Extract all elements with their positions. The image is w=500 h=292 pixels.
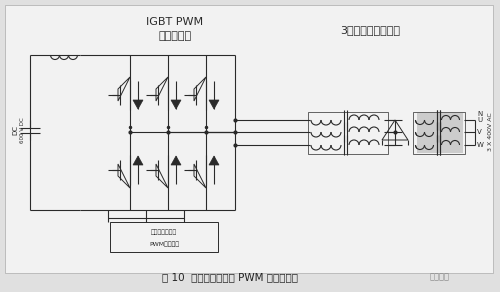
- Bar: [417, 113, 463, 153]
- Text: 直接变换器: 直接变换器: [158, 31, 192, 41]
- Text: PWM调制电路: PWM调制电路: [149, 241, 179, 247]
- Bar: [308, 112, 388, 154]
- Text: V: V: [477, 129, 482, 135]
- Polygon shape: [133, 100, 143, 109]
- Text: 3相过滤隔离变压器: 3相过滤隔离变压器: [340, 25, 400, 35]
- Text: 3 X 400V AC: 3 X 400V AC: [488, 113, 492, 151]
- Text: 图 10  加信号隔离后的 PWM 逆变原理图: 图 10 加信号隔离后的 PWM 逆变原理图: [162, 272, 298, 282]
- Text: N: N: [477, 111, 482, 117]
- Text: U: U: [477, 117, 482, 123]
- Polygon shape: [133, 156, 143, 165]
- Polygon shape: [209, 100, 219, 109]
- Text: 电源联盟: 电源联盟: [430, 272, 450, 281]
- Bar: [413, 112, 465, 154]
- Text: IGBT PWM: IGBT PWM: [146, 17, 204, 27]
- Polygon shape: [171, 156, 181, 165]
- Text: W: W: [477, 142, 484, 148]
- Text: DC: DC: [12, 125, 18, 135]
- Polygon shape: [171, 100, 181, 109]
- Text: 600 V DC: 600 V DC: [20, 117, 24, 143]
- Polygon shape: [209, 156, 219, 165]
- Bar: [110, 222, 218, 252]
- Text: 加控制信号隔离: 加控制信号隔离: [151, 229, 177, 235]
